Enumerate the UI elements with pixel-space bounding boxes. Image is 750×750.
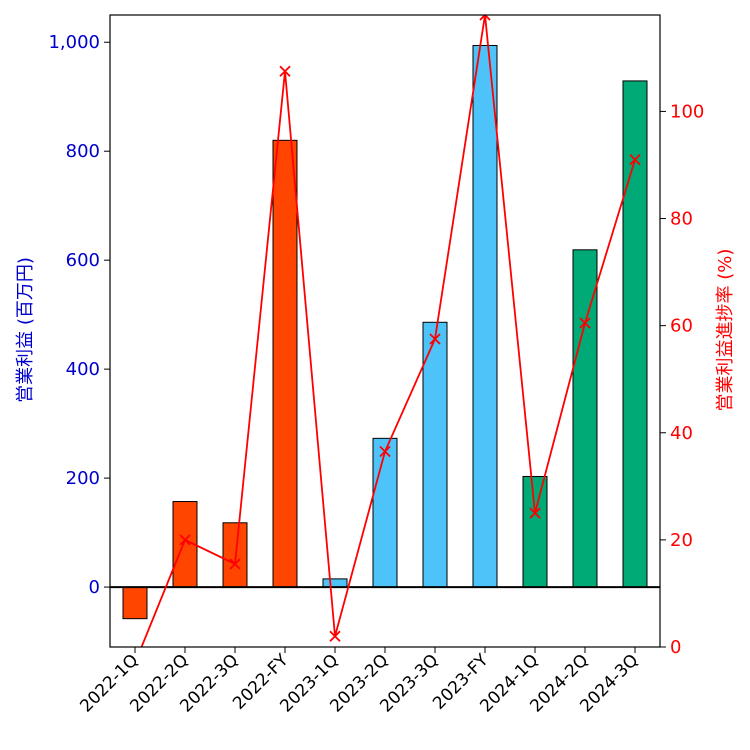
bar-series: [122, 45, 648, 620]
right-tick-label: 20: [670, 530, 693, 551]
right-axis-ticks: 0 20 40 60 80 100: [660, 101, 704, 658]
marker-2024-3Q: [629, 153, 641, 166]
bar-2022-1Q: [122, 586, 148, 620]
left-axis-ticks: 0 200 400 600 800 1,000: [48, 32, 110, 598]
left-tick-label: 200: [66, 468, 100, 489]
marker-2024-2Q: [579, 317, 591, 329]
bar-2023-FY: [472, 45, 498, 588]
bar-2022-3Q: [222, 522, 248, 588]
marker-2023-1Q: [329, 630, 341, 642]
bar-2023-1Q: [322, 578, 348, 588]
bar-2022-FY: [272, 139, 298, 588]
bar-2024-1Q: [522, 475, 548, 588]
right-tick-label: 80: [670, 209, 693, 230]
marker-2022-FY: [279, 65, 291, 77]
left-axis-label: 営業利益 (百万円): [15, 257, 36, 403]
right-axis-label: 営業利益進捗率 (%): [715, 249, 736, 412]
left-tick-label: 400: [66, 359, 100, 380]
right-tick-label: 40: [670, 423, 693, 444]
bar-2024-3Q: [622, 80, 648, 588]
marker-2023-3Q: [429, 333, 441, 345]
marker-2023-2Q: [379, 445, 391, 458]
marker-2022-2Q: [179, 534, 191, 546]
left-tick-label: 1,000: [48, 32, 100, 53]
progress-rate-markers: [179, 15, 641, 642]
marker-2022-3Q: [229, 558, 241, 570]
left-tick-label: 800: [66, 141, 100, 162]
left-tick-label: 600: [66, 250, 100, 271]
x-axis-ticks: 2022-1Q2022-2Q2022-3Q2022-FY2023-1Q2023-…: [76, 647, 643, 717]
bar-2024-2Q: [572, 249, 598, 588]
left-tick-label: 0: [89, 577, 100, 598]
marker-2023-FY: [479, 15, 491, 21]
right-tick-label: 0: [670, 637, 681, 658]
marker-2024-1Q: [529, 507, 541, 519]
right-tick-label: 60: [670, 316, 693, 337]
right-tick-label: 100: [670, 101, 704, 122]
bar-2023-3Q: [422, 321, 448, 588]
bar-2023-2Q: [372, 437, 398, 588]
